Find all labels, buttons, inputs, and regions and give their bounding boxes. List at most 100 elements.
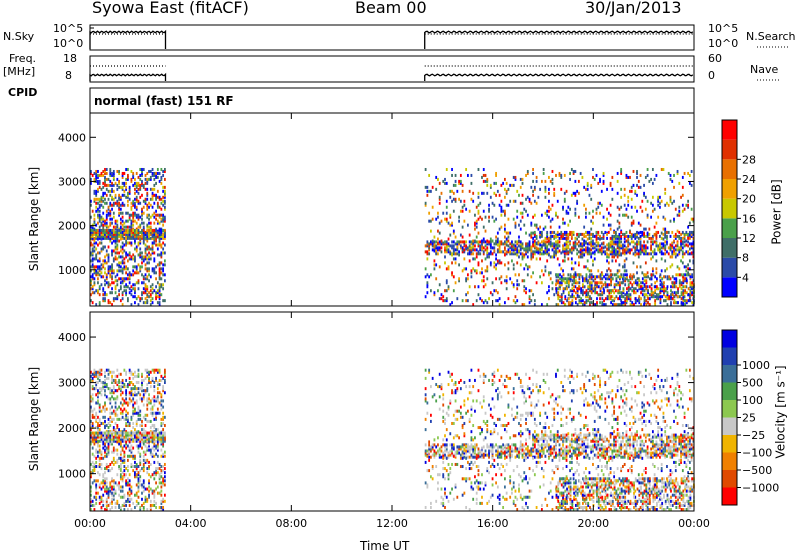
heatmap-cell — [660, 231, 663, 235]
heatmap-cell — [90, 251, 92, 255]
heatmap-cell — [549, 219, 552, 223]
heatmap-cell — [95, 385, 98, 389]
heatmap-cell — [540, 234, 543, 238]
heatmap-cell — [162, 267, 165, 271]
heatmap-cell — [116, 368, 119, 372]
heatmap-cell — [109, 228, 112, 232]
heatmap-cell — [553, 187, 556, 191]
heatmap-cell — [559, 283, 561, 287]
heatmap-cell — [146, 299, 149, 303]
heatmap-cell — [123, 383, 126, 387]
heatmap-cell — [104, 374, 106, 378]
heatmap-cell — [97, 209, 99, 213]
heatmap-cell — [602, 223, 605, 227]
heatmap-cell — [114, 374, 117, 378]
heatmap-cell — [149, 215, 152, 219]
heatmap-cell — [142, 479, 145, 483]
heatmap-cell — [132, 421, 135, 425]
heatmap-cell — [627, 175, 630, 179]
heatmap-cell — [486, 255, 489, 259]
heatmap-cell — [616, 179, 619, 183]
heatmap-cell — [130, 497, 133, 501]
heatmap-cell — [592, 215, 594, 219]
heatmap-cell — [146, 403, 149, 407]
heatmap-cell — [112, 370, 115, 374]
heatmap-cell — [659, 297, 662, 301]
heatmap-cell — [160, 213, 163, 217]
heatmap-cell — [652, 295, 655, 299]
heatmap-cell — [479, 240, 482, 244]
heatmap-cell — [544, 185, 547, 189]
heatmap-cell — [107, 281, 110, 285]
heatmap-cell — [493, 265, 496, 269]
heatmap-cell — [137, 287, 140, 291]
heatmap-cell — [134, 289, 136, 293]
heatmap-cell — [116, 219, 119, 223]
heatmap-cell — [634, 253, 637, 257]
heatmap-cell — [93, 374, 96, 378]
heatmap-cell — [662, 237, 665, 241]
heatmap-cell — [116, 203, 119, 207]
heatmap-cell — [607, 267, 610, 271]
heatmap-cell — [664, 232, 667, 236]
heatmap-cell — [118, 261, 120, 265]
heatmap-cell — [91, 387, 94, 391]
heatmap-cell — [130, 243, 133, 247]
heatmap-cell — [162, 411, 165, 415]
heatmap-cell — [95, 485, 98, 489]
heatmap-cell — [142, 389, 145, 393]
heatmap-cell — [651, 181, 654, 185]
heatmap-cell — [685, 273, 688, 277]
heatmap-cell — [126, 241, 129, 245]
heatmap-cell — [102, 433, 105, 437]
heatmap-cell — [112, 493, 115, 497]
heatmap-cell — [112, 249, 115, 253]
heatmap-cell — [433, 291, 436, 295]
heatmap-cell — [160, 485, 163, 489]
heatmap-cell — [126, 211, 129, 215]
heatmap-cell — [622, 251, 624, 255]
heatmap-cell — [475, 248, 478, 252]
heatmap-cell — [643, 283, 646, 287]
heatmap-cell — [151, 167, 154, 171]
heatmap-cell — [149, 187, 152, 191]
heatmap-cell — [135, 265, 138, 269]
heatmap-cell — [97, 197, 99, 201]
heatmap-cell — [428, 244, 431, 248]
heatmap-cell — [107, 368, 110, 372]
heatmap-cell — [91, 291, 94, 295]
heatmap-cell — [102, 473, 105, 477]
heatmap-cell — [491, 281, 494, 285]
heatmap-cell — [116, 460, 119, 464]
heatmap-cell — [128, 241, 131, 245]
heatmap-cell — [155, 271, 157, 275]
heatmap-cell — [125, 271, 128, 275]
heatmap-cell — [440, 242, 443, 246]
heatmap-cell — [162, 223, 165, 227]
heatmap-cell — [673, 295, 676, 299]
heatmap-cell — [116, 236, 119, 240]
heatmap-cell — [570, 248, 573, 252]
heatmap-cell — [613, 297, 616, 301]
heatmap-cell — [493, 249, 496, 253]
heatmap-cell — [514, 225, 517, 229]
heatmap-cell — [151, 411, 154, 415]
heatmap-cell — [104, 261, 106, 265]
heatmap-cell — [596, 297, 598, 301]
heatmap-cell — [445, 167, 448, 171]
heatmap-cell — [574, 279, 577, 283]
heatmap-cell — [673, 281, 676, 285]
heatmap-cell — [525, 244, 527, 248]
heatmap-cell — [123, 228, 126, 232]
heatmap-cell — [482, 285, 485, 289]
heatmap-cell — [153, 211, 156, 215]
heatmap-cell — [648, 277, 651, 281]
heatmap-cell — [90, 234, 92, 238]
heatmap-cell — [130, 230, 133, 234]
heatmap-cell — [574, 242, 577, 246]
heatmap-cell — [102, 247, 105, 251]
heatmap-cell — [623, 244, 626, 248]
heatmap-cell — [546, 234, 549, 238]
heatmap-cell — [616, 227, 619, 231]
heatmap-cell — [677, 273, 679, 277]
